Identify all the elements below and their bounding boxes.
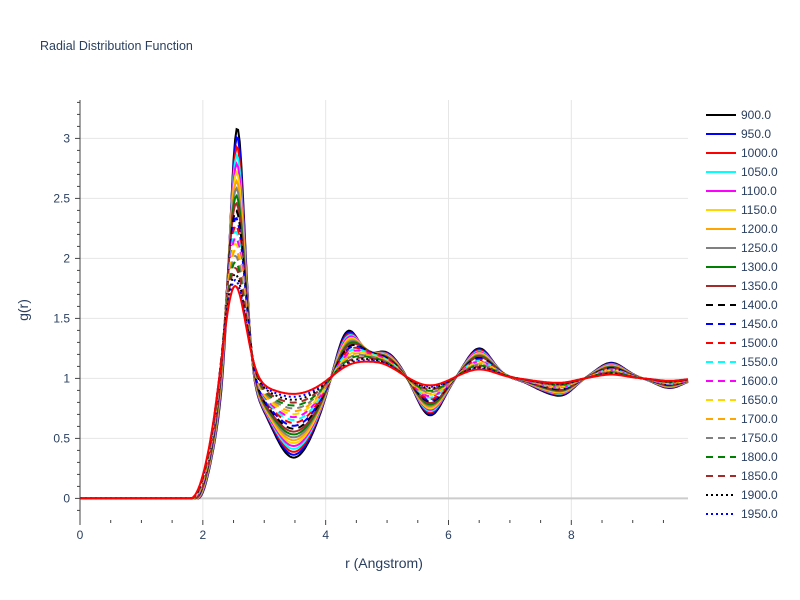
series-line [80, 186, 689, 500]
x-tick-label: 6 [445, 528, 452, 542]
y-tick-label: 0.5 [53, 431, 70, 445]
legend-label: 1000.0 [741, 146, 778, 160]
legend-item[interactable]: 1450.0 [706, 317, 778, 331]
legend-item[interactable]: 1700.0 [706, 412, 778, 426]
legend-label: 1800.0 [741, 450, 778, 464]
legend-item[interactable]: 1800.0 [706, 450, 778, 464]
legend-label: 1100.0 [741, 184, 777, 198]
legend-label: 1950.0 [741, 507, 778, 521]
x-tick-label: 8 [568, 528, 575, 542]
series-line [80, 266, 689, 500]
series-line [80, 278, 689, 500]
legend-label: 1900.0 [741, 488, 778, 502]
legend-item[interactable]: 1650.0 [706, 393, 778, 407]
y-axis-title: g(r) [15, 299, 31, 321]
legend-label: 1850.0 [741, 469, 778, 483]
axes-layer: 0 2 4 6 8 0 0.5 1 1.5 2 2.5 3 [53, 100, 664, 542]
legend-item[interactable]: 1100.0 [706, 184, 777, 198]
series-line [80, 127, 689, 500]
y-tick-label: 0 [63, 491, 70, 505]
legend-item[interactable]: 1400.0 [706, 298, 778, 312]
legend[interactable]: 900.0 950.0 1000.0 1050.0 1100.0 1150.0 1200.0… [706, 108, 778, 521]
series-line [80, 260, 689, 500]
legend-item[interactable]: 1750.0 [706, 431, 778, 445]
legend-item[interactable]: 1200.0 [706, 222, 778, 236]
x-axis-title: r (Angstrom) [345, 555, 423, 571]
legend-item[interactable]: 1850.0 [706, 469, 778, 483]
legend-item[interactable]: 1350.0 [706, 279, 778, 293]
y-tick-label: 1 [63, 371, 70, 385]
series-line [80, 272, 689, 500]
legend-label: 1450.0 [741, 317, 778, 331]
series-line [80, 169, 689, 500]
legend-item[interactable]: 1950.0 [706, 507, 778, 521]
legend-item[interactable]: 1600.0 [706, 374, 778, 388]
legend-item[interactable]: 1900.0 [706, 488, 778, 502]
legend-label: 1700.0 [741, 412, 778, 426]
grid-layer [80, 100, 688, 520]
legend-label: 1300.0 [741, 260, 778, 274]
legend-item[interactable]: 950.0 [706, 127, 771, 141]
y-tick-label: 2.5 [53, 191, 70, 205]
y-tick-label: 1.5 [53, 311, 70, 325]
legend-item[interactable]: 1300.0 [706, 260, 778, 274]
y-tick-label: 2 [63, 251, 70, 265]
x-tick-label: 4 [322, 528, 329, 542]
legend-item[interactable]: 1050.0 [706, 165, 778, 179]
series-line [80, 193, 689, 500]
legend-item[interactable]: 1500.0 [706, 336, 778, 350]
x-tick-label: 0 [77, 528, 84, 542]
legend-label: 950.0 [741, 127, 771, 141]
legend-label: 1250.0 [741, 241, 778, 255]
legend-label: 1400.0 [741, 298, 778, 312]
legend-label: 900.0 [741, 108, 771, 122]
series-line [80, 236, 689, 500]
x-tick-label: 2 [199, 528, 206, 542]
series-line [80, 284, 689, 500]
legend-label: 1050.0 [741, 165, 778, 179]
legend-label: 1350.0 [741, 279, 778, 293]
legend-label: 1200.0 [741, 222, 778, 236]
legend-item[interactable]: 1150.0 [706, 203, 777, 217]
series-line [80, 160, 689, 500]
legend-item[interactable]: 1550.0 [706, 355, 778, 369]
legend-item[interactable]: 1250.0 [706, 241, 778, 255]
series-line [80, 178, 689, 500]
legend-label: 1600.0 [741, 374, 778, 388]
series-line [80, 152, 689, 500]
series-layer [80, 127, 689, 500]
legend-label: 1750.0 [741, 431, 778, 445]
legend-label: 1500.0 [741, 336, 778, 350]
y-tick-label: 3 [63, 131, 70, 145]
legend-item[interactable]: 900.0 [706, 108, 771, 122]
legend-label: 1150.0 [741, 203, 777, 217]
chart-title: Radial Distribution Function [40, 39, 193, 53]
series-line [80, 144, 689, 500]
legend-label: 1650.0 [741, 393, 778, 407]
legend-item[interactable]: 1000.0 [706, 146, 778, 160]
legend-label: 1550.0 [741, 355, 778, 369]
